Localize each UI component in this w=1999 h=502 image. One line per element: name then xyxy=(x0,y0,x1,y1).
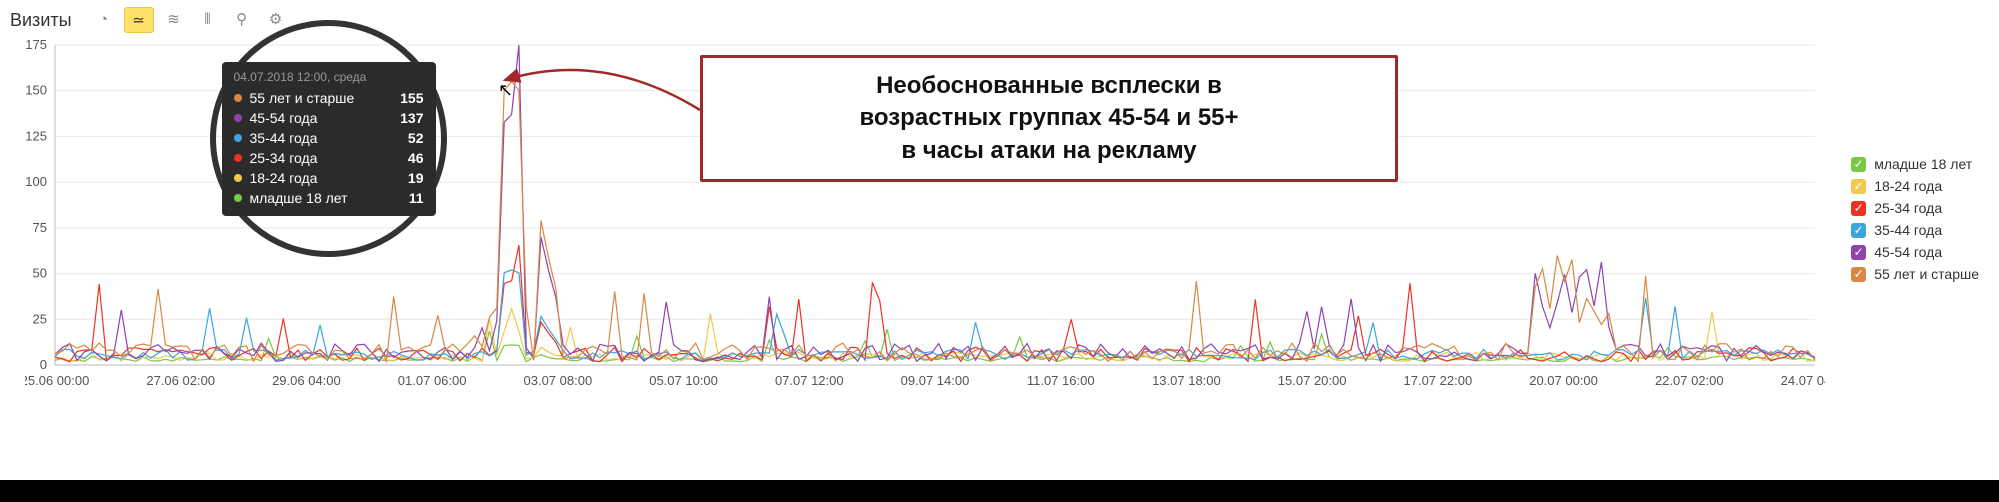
svg-text:125: 125 xyxy=(25,128,47,143)
svg-text:175: 175 xyxy=(25,40,47,52)
bottom-bar xyxy=(0,480,1999,502)
tooltip-row: младше 18 лет11 xyxy=(234,188,424,208)
svg-text:50: 50 xyxy=(33,266,47,281)
legend-label: 55 лет и старше xyxy=(1874,266,1979,282)
callout-line: Необоснованные всплески в xyxy=(729,70,1369,102)
tooltip-datetime: 04.07.2018 12:00, среда xyxy=(234,70,424,84)
legend-checkbox-icon[interactable] xyxy=(1851,157,1866,172)
tooltip-row: 45-54 года137 xyxy=(234,108,424,128)
tooltip-row: 35-44 года52 xyxy=(234,128,424,148)
callout-line: возрастных группах 45-54 и 55+ xyxy=(729,102,1369,134)
chart-toolbar: Визиты ◔≃≋⫴⚲⚙ xyxy=(10,6,290,34)
geo-view-button[interactable]: ⚲ xyxy=(228,7,256,31)
bar-view-button[interactable]: ⫴ xyxy=(194,7,222,31)
svg-text:24.07 04:00: 24.07 04:00 xyxy=(1781,373,1825,388)
tooltip-bubble: 04.07.2018 12:00, среда 55 лет и старше1… xyxy=(210,20,447,257)
chart-legend: младше 18 лет 18-24 года 25-34 года 35-44 г… xyxy=(1851,150,1979,288)
svg-text:0: 0 xyxy=(40,357,47,372)
svg-text:22.07 02:00: 22.07 02:00 xyxy=(1655,373,1724,388)
tooltip-row: 25-34 года46 xyxy=(234,148,424,168)
svg-text:15.07 20:00: 15.07 20:00 xyxy=(1278,373,1347,388)
legend-label: 35-44 года xyxy=(1874,222,1942,238)
svg-text:09.07 14:00: 09.07 14:00 xyxy=(901,373,970,388)
svg-text:75: 75 xyxy=(33,220,47,235)
tooltip-row: 18-24 года19 xyxy=(234,168,424,188)
legend-checkbox-icon[interactable] xyxy=(1851,267,1866,282)
legend-checkbox-icon[interactable] xyxy=(1851,201,1866,216)
svg-text:03.07 08:00: 03.07 08:00 xyxy=(524,373,593,388)
svg-text:05.07 10:00: 05.07 10:00 xyxy=(649,373,718,388)
svg-text:25.06 00:00: 25.06 00:00 xyxy=(25,373,89,388)
tooltip-panel: 04.07.2018 12:00, среда 55 лет и старше1… xyxy=(222,62,436,216)
pie-view-button[interactable]: ◔ xyxy=(90,7,118,31)
svg-text:25: 25 xyxy=(33,311,47,326)
line-view-button[interactable]: ≃ xyxy=(124,7,154,33)
legend-label: 18-24 года xyxy=(1874,178,1942,194)
legend-checkbox-icon[interactable] xyxy=(1851,245,1866,260)
analytics-screenshot: Визиты ◔≃≋⫴⚲⚙ 0 25 50 75 100 125 150 175 25.06 0… xyxy=(0,0,1999,502)
stack-view-button[interactable]: ≋ xyxy=(160,7,188,31)
legend-item[interactable]: младше 18 лет xyxy=(1851,156,1979,172)
svg-text:07.07 12:00: 07.07 12:00 xyxy=(775,373,844,388)
svg-text:01.07 06:00: 01.07 06:00 xyxy=(398,373,467,388)
metric-title: Визиты xyxy=(10,10,72,31)
legend-checkbox-icon[interactable] xyxy=(1851,179,1866,194)
annotation-callout: Необоснованные всплески в возрастных гру… xyxy=(700,55,1398,182)
svg-text:17.07 22:00: 17.07 22:00 xyxy=(1404,373,1473,388)
svg-text:29.06 04:00: 29.06 04:00 xyxy=(272,373,341,388)
callout-line: в часы атаки на рекламу xyxy=(729,135,1369,167)
legend-label: 45-54 года xyxy=(1874,244,1942,260)
legend-item[interactable]: 35-44 года xyxy=(1851,222,1979,238)
legend-checkbox-icon[interactable] xyxy=(1851,223,1866,238)
svg-text:27.06 02:00: 27.06 02:00 xyxy=(146,373,215,388)
legend-item[interactable]: 18-24 года xyxy=(1851,178,1979,194)
legend-item[interactable]: 55 лет и старше xyxy=(1851,266,1979,282)
svg-text:11.07 16:00: 11.07 16:00 xyxy=(1027,373,1095,388)
legend-label: младше 18 лет xyxy=(1874,156,1972,172)
legend-item[interactable]: 25-34 года xyxy=(1851,200,1979,216)
svg-text:150: 150 xyxy=(25,83,47,98)
svg-text:20.07 00:00: 20.07 00:00 xyxy=(1529,373,1598,388)
svg-text:13.07 18:00: 13.07 18:00 xyxy=(1152,373,1221,388)
tooltip-row: 55 лет и старше155 xyxy=(234,88,424,108)
legend-item[interactable]: 45-54 года xyxy=(1851,244,1979,260)
svg-text:100: 100 xyxy=(25,174,47,189)
legend-label: 25-34 года xyxy=(1874,200,1942,216)
